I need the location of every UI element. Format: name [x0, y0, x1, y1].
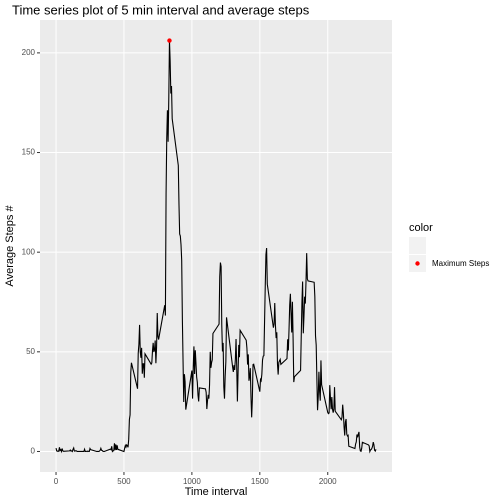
x-tick-label: 0	[54, 477, 59, 486]
y-tick-label: 150	[22, 148, 36, 157]
x-axis-label: Time interval	[185, 486, 248, 498]
line	[55, 40, 377, 454]
x-tick-label: 1000	[183, 477, 201, 486]
legend-title: color	[409, 222, 433, 234]
panel	[40, 20, 392, 472]
legend-label: Maximum Steps	[432, 259, 489, 268]
y-tick-label: 100	[22, 247, 36, 256]
x-tick-label: 2000	[319, 477, 337, 486]
y-tick-label: 0	[31, 447, 36, 456]
legend-marker	[415, 261, 420, 266]
chart-title: Time series plot of 5 min interval and a…	[12, 2, 310, 17]
x-tick-label: 1500	[251, 477, 269, 486]
x-tick-label: 500	[117, 477, 131, 486]
y-tick-label: 200	[22, 48, 36, 57]
legend-key	[409, 237, 426, 254]
max-point	[167, 38, 172, 43]
y-axis-label: Average Steps #	[4, 205, 16, 287]
y-tick-label: 50	[26, 347, 35, 356]
